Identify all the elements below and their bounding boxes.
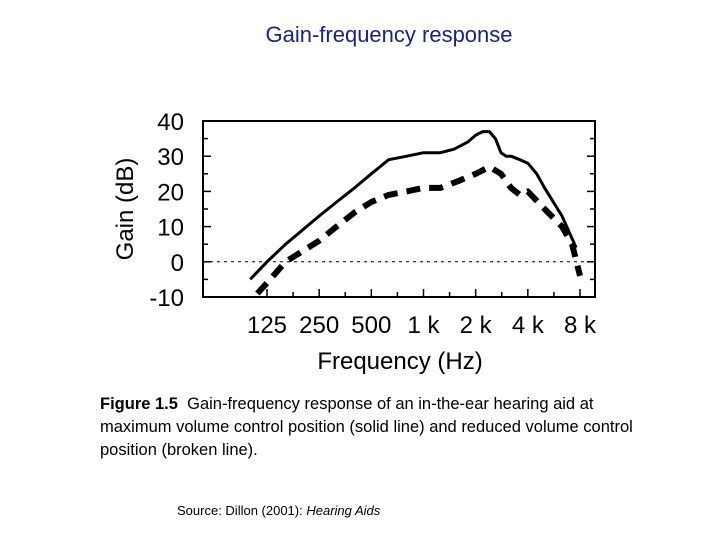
figure-caption-text: Gain-frequency response of an in-the-ear… [100, 395, 633, 459]
y-axis-label: Gain (dB) [112, 158, 139, 261]
y-tick-label: 0 [171, 250, 184, 277]
x-tick-label: 4 k [512, 312, 545, 339]
source-citation: Source: Dillon (2001): Hearing Aids [177, 503, 380, 518]
source-prefix: Source: Dillon (2001): [177, 503, 307, 518]
series-layer [249, 130, 583, 296]
x-tick-label: 250 [299, 312, 339, 339]
y-tick-label: 10 [157, 215, 184, 242]
y-tick-label: -10 [149, 285, 184, 312]
x-tick-label: 125 [247, 312, 287, 339]
figure-caption: Figure 1.5 Gain-frequency response of an… [100, 393, 640, 462]
reduced-volume-series-line [255, 163, 583, 296]
y-tick-label: 40 [157, 109, 184, 136]
x-axis-ticks: 125 250 500 1 k 2 k 4 k 8 k [247, 289, 597, 339]
max-volume-series-line [249, 130, 578, 281]
figure-label: Figure 1.5 [100, 395, 178, 413]
y-axis-ticks: -10 0 10 20 30 40 [149, 109, 595, 312]
source-book-title: Hearing Aids [306, 503, 381, 518]
x-tick-label: 1 k [407, 312, 440, 339]
slide-title: Gain-frequency response [265, 22, 513, 47]
x-tick-label: 500 [351, 312, 391, 339]
y-tick-label: 30 [157, 144, 184, 171]
x-tick-label: 2 k [460, 312, 493, 339]
gain-frequency-chart: -10 0 10 20 30 40 125 250 500 1 k 2 k 4 k 8 k Frequ… [112, 109, 597, 375]
plot-frame [202, 120, 596, 298]
y-tick-label: 20 [157, 179, 184, 206]
x-axis-label: Frequency (Hz) [317, 348, 482, 375]
x-tick-label: 8 k [564, 312, 597, 339]
